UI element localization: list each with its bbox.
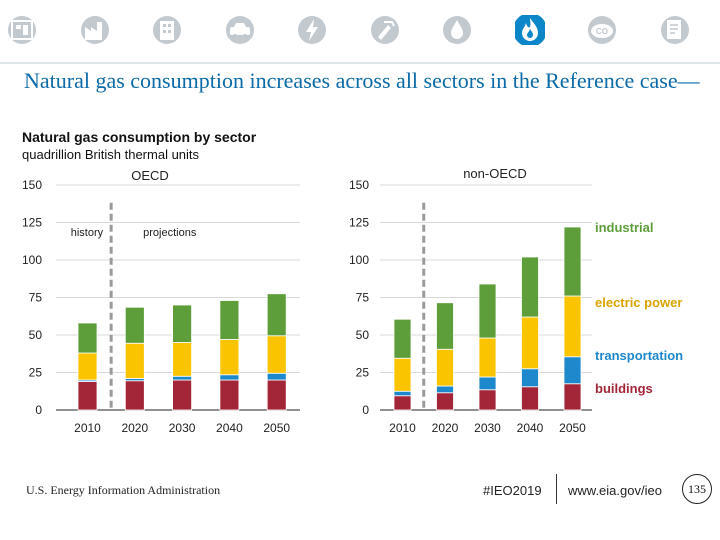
oecd-bar-industrial bbox=[266, 293, 287, 337]
non-oecd-x-tick-label: 2030 bbox=[474, 421, 501, 435]
non-oecd-y-tick-label: 75 bbox=[356, 291, 370, 305]
non-oecd-x-tick-label: 2020 bbox=[432, 421, 459, 435]
non-oecd-bar-buildings bbox=[393, 395, 412, 411]
series-label-electric-power: electric power bbox=[595, 295, 682, 310]
footer-hashtag[interactable]: #IEO2019 bbox=[483, 483, 542, 498]
oecd-x-tick-label: 2010 bbox=[74, 421, 101, 435]
oecd-bar-buildings bbox=[77, 381, 98, 411]
oecd-x-tick-label: 2040 bbox=[216, 421, 243, 435]
non-oecd-bar-industrial bbox=[393, 318, 412, 359]
oecd-bar-electric-power bbox=[266, 335, 287, 374]
non-oecd-bar-transportation bbox=[436, 385, 454, 394]
oecd-bar-industrial bbox=[172, 304, 193, 343]
non-oecd-bar-industrial bbox=[436, 302, 454, 350]
oecd-x-tick-label: 2050 bbox=[263, 421, 290, 435]
documents-icon[interactable] bbox=[657, 12, 693, 48]
non-oecd-bar-transportation bbox=[563, 356, 582, 385]
non-oecd-bar-transportation bbox=[521, 368, 539, 388]
oecd-bar-transportation bbox=[172, 375, 193, 381]
series-label-buildings: buildings bbox=[595, 381, 653, 396]
series-label-transportation: transportation bbox=[595, 348, 683, 363]
oecd-y-tick-label: 25 bbox=[29, 366, 43, 380]
co2-icon[interactable]: CO bbox=[584, 12, 620, 48]
oecd-bar-buildings bbox=[219, 379, 240, 411]
oecd-y-tick-label: 75 bbox=[29, 291, 43, 305]
non-oecd-y-tick-label: 0 bbox=[362, 403, 369, 417]
oecd-bar-electric-power bbox=[124, 342, 145, 379]
oecd-bar-buildings bbox=[172, 379, 193, 411]
non-oecd-x-tick-label: 2010 bbox=[389, 421, 416, 435]
non-oecd-y-tick-label: 125 bbox=[349, 216, 369, 230]
non-oecd-y-tick-label: 150 bbox=[349, 178, 369, 192]
oecd-x-tick-label: 2030 bbox=[169, 421, 196, 435]
oecd-bar-transportation bbox=[219, 374, 240, 381]
oecd-bar-buildings bbox=[266, 379, 287, 411]
non-oecd-bar-buildings bbox=[436, 392, 454, 411]
oecd-y-tick-label: 0 bbox=[35, 403, 42, 417]
oil-icon[interactable] bbox=[439, 12, 475, 48]
non-oecd-bar-buildings bbox=[521, 386, 539, 411]
oecd-y-tick-label: 100 bbox=[22, 253, 42, 267]
oecd-bar-industrial bbox=[77, 322, 98, 354]
chart-title: Natural gas consumption by sector bbox=[22, 129, 257, 145]
non-oecd-bar-electric-power bbox=[393, 357, 412, 392]
oecd-y-tick-label: 125 bbox=[22, 216, 42, 230]
oecd-panel-title: OECD bbox=[131, 168, 169, 183]
non-oecd-bar-industrial bbox=[478, 283, 497, 339]
oecd-bar-electric-power bbox=[219, 339, 240, 376]
footer-url[interactable]: www.eia.gov/ieo bbox=[568, 483, 662, 498]
projections-label: projections bbox=[143, 227, 197, 239]
transportation-icon[interactable] bbox=[222, 12, 258, 48]
oecd-bar-transportation bbox=[266, 372, 287, 381]
oecd-y-tick-label: 150 bbox=[22, 178, 42, 192]
non-oecd-x-tick-label: 2050 bbox=[559, 421, 586, 435]
top-icon-bar: CO bbox=[0, 0, 720, 62]
header-divider bbox=[0, 62, 720, 64]
oecd-y-tick-label: 50 bbox=[29, 328, 43, 342]
industry-icon[interactable] bbox=[77, 12, 113, 48]
oecd-bar-electric-power bbox=[172, 342, 193, 377]
oecd-bar-industrial bbox=[124, 306, 145, 344]
buildings-icon[interactable] bbox=[149, 12, 185, 48]
non-oecd-panel-title: non-OECD bbox=[463, 166, 527, 181]
series-label-industrial: industrial bbox=[595, 220, 654, 235]
non-oecd-bar-industrial bbox=[521, 256, 539, 318]
electricity-icon[interactable] bbox=[294, 12, 330, 48]
overview-icon[interactable] bbox=[4, 12, 40, 48]
chart-subtitle: quadrillion British thermal units bbox=[22, 147, 200, 162]
natural-gas-icon[interactable] bbox=[512, 12, 548, 48]
coal-icon[interactable] bbox=[367, 12, 403, 48]
natural-gas-sector-chart: 0 25 50 75 100 125 150 history projections OECD 20… bbox=[22, 166, 683, 435]
svg-text:CO: CO bbox=[596, 27, 608, 36]
non-oecd-y-tick-label: 25 bbox=[356, 366, 370, 380]
non-oecd-y-tick-label: 100 bbox=[349, 253, 369, 267]
non-oecd-y-tick-label: 50 bbox=[356, 328, 370, 342]
history-label: history bbox=[71, 227, 104, 239]
oecd-bar-industrial bbox=[219, 300, 240, 340]
non-oecd-bar-industrial bbox=[563, 226, 582, 297]
oecd-x-tick-label: 2020 bbox=[121, 421, 148, 435]
non-oecd-bar-electric-power bbox=[436, 348, 454, 387]
oecd-bar-buildings bbox=[124, 380, 145, 411]
non-oecd-bar-electric-power bbox=[478, 337, 497, 378]
non-oecd-bar-electric-power bbox=[563, 295, 582, 358]
non-oecd-x-tick-label: 2040 bbox=[517, 421, 544, 435]
non-oecd-bar-electric-power bbox=[521, 316, 539, 370]
non-oecd-bar-buildings bbox=[478, 389, 497, 411]
footer-source: U.S. Energy Information Administration bbox=[26, 483, 221, 497]
page-number: 135 bbox=[682, 474, 712, 504]
oecd-bar-electric-power bbox=[77, 352, 98, 381]
non-oecd-bar-transportation bbox=[478, 376, 497, 391]
slide-title: Natural gas consumption increases across… bbox=[24, 68, 700, 93]
non-oecd-bar-buildings bbox=[563, 383, 582, 411]
non-oecd-bar-transportation bbox=[393, 390, 412, 397]
footer-separator bbox=[556, 474, 557, 504]
